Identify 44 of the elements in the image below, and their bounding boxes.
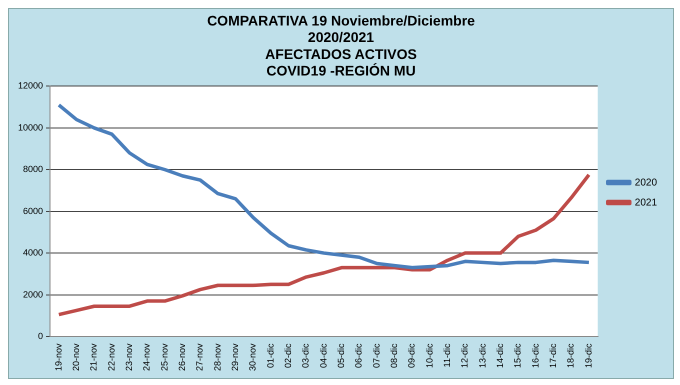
x-tick-label: 22-nov [106,342,116,372]
y-tick-label: 6000 [22,206,44,216]
y-tick-label: 2000 [22,289,44,300]
x-tick-label: 19-nov [53,342,64,372]
x-tick-label: 19-dic [583,342,594,368]
x-tick-label: 13-dic [477,342,488,368]
legend-label: 2021 [634,197,658,208]
y-tick-label: 4000 [22,248,44,258]
x-tick-label: 30-nov [248,342,258,372]
x-tick-label: 05-dic [336,342,346,368]
x-tick-label: 10-dic [424,342,434,368]
x-tick-label: 15-dic [512,342,523,368]
x-tick-label: 29-nov [230,342,240,372]
text: COMPARATIVA 19 Noviembre/Diciembre [207,12,475,28]
x-tick-label: 14-dic [495,342,506,368]
x-tick-label: 01-dic [265,342,276,368]
x-tick-label: 26-nov [177,342,188,372]
x-tick-label: 24-nov [142,342,152,372]
x-tick-label: 09-dic [406,342,417,368]
x-tick-label: 04-dic [318,342,328,368]
x-tick-label: 20-nov [71,342,82,372]
x-tick-label: 25-nov [159,342,170,372]
x-tick-label: 11-dic [442,342,452,368]
x-tick-label: 28-nov [212,342,222,372]
y-tick-label: 0 [38,330,44,341]
text: COVID19 -REGIÓN MU [266,62,416,79]
x-tick-label: 08-dic [389,342,400,368]
y-tick-label: 10000 [18,122,44,132]
text: 2020/2021 [308,29,374,46]
x-tick-label: 18-dic [566,342,576,368]
x-tick-label: 03-dic [300,342,311,368]
y-tick-label: 12000 [18,80,44,91]
x-tick-label: 23-nov [124,342,134,372]
x-tick-label: 02-dic [283,342,294,368]
x-tick-label: 21-nov [88,342,99,372]
legend-label: 2020 [634,177,658,188]
text: AFECTADOS ACTIVOS [265,46,417,62]
x-tick-label: 17-dic [548,342,558,368]
x-tick-label: 06-dic [354,342,364,368]
y-tick-label: 8000 [22,164,44,174]
x-tick-label: 16-dic [530,342,540,368]
x-tick-label: 27-nov [194,342,205,372]
x-tick-label: 12-dic [460,342,470,368]
x-tick-label: 07-dic [371,342,382,368]
